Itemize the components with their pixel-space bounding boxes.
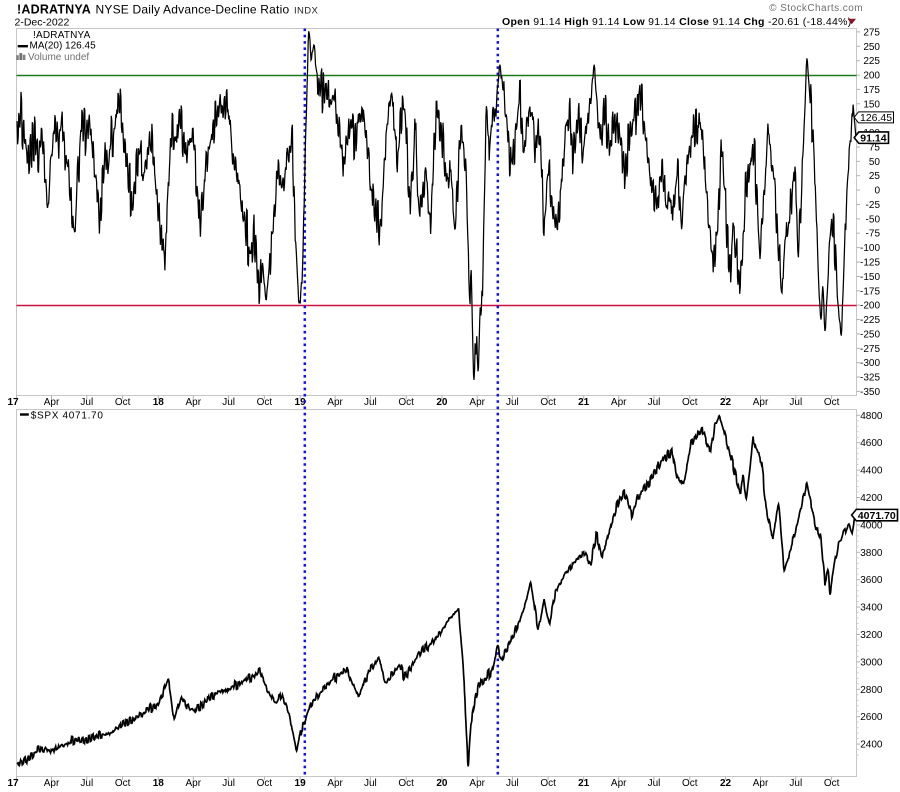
svg-text:-250: -250 xyxy=(860,329,880,340)
svg-text:Jul: Jul xyxy=(222,778,235,789)
svg-text:21: 21 xyxy=(578,397,590,408)
svg-text:Apr: Apr xyxy=(327,397,343,408)
svg-text:Jul: Jul xyxy=(789,397,802,408)
svg-text:20: 20 xyxy=(436,778,448,789)
svg-text:Apr: Apr xyxy=(611,778,627,789)
svg-text:Jul: Jul xyxy=(80,397,93,408)
svg-text:© StockCharts.com: © StockCharts.com xyxy=(769,3,863,14)
svg-text:91.14: 91.14 xyxy=(860,132,886,144)
svg-text:Apr: Apr xyxy=(44,778,60,789)
svg-text:-125: -125 xyxy=(860,258,880,269)
svg-text:-150: -150 xyxy=(860,272,880,283)
svg-text:2400: 2400 xyxy=(860,740,883,751)
svg-text:$SPX 4071.70: $SPX 4071.70 xyxy=(31,410,104,421)
svg-text:4000: 4000 xyxy=(860,520,883,531)
svg-text:Jul: Jul xyxy=(506,778,519,789)
svg-text:-25: -25 xyxy=(866,200,881,211)
svg-text:0: 0 xyxy=(874,186,880,197)
svg-text:4400: 4400 xyxy=(860,466,883,477)
svg-text:2600: 2600 xyxy=(860,712,883,723)
svg-text:3400: 3400 xyxy=(860,603,883,614)
svg-text:4800: 4800 xyxy=(860,411,883,422)
svg-text:275: 275 xyxy=(863,27,880,38)
svg-text:Jul: Jul xyxy=(364,778,377,789)
svg-text:2800: 2800 xyxy=(860,685,883,696)
svg-text:Apr: Apr xyxy=(44,397,60,408)
svg-text:Apr: Apr xyxy=(469,778,485,789)
svg-text:!ADRATNYA: !ADRATNYA xyxy=(33,30,91,41)
svg-text:-175: -175 xyxy=(860,286,880,297)
svg-text:3800: 3800 xyxy=(860,548,883,559)
svg-text:20: 20 xyxy=(436,397,448,408)
svg-text:250: 250 xyxy=(863,42,880,53)
svg-text:-300: -300 xyxy=(860,358,880,369)
svg-text:Jul: Jul xyxy=(648,778,661,789)
svg-text:Oct: Oct xyxy=(682,397,698,408)
svg-text:Apr: Apr xyxy=(753,778,769,789)
svg-text:Jul: Jul xyxy=(222,397,235,408)
svg-text:2-Dec-2022: 2-Dec-2022 xyxy=(15,17,70,29)
svg-text:Apr: Apr xyxy=(186,778,202,789)
svg-text:17: 17 xyxy=(7,397,19,408)
svg-text:25: 25 xyxy=(869,171,881,182)
svg-text:21: 21 xyxy=(578,778,590,789)
svg-text:Open 91.14 High 91.14 Low 91.1: Open 91.14 High 91.14 Low 91.14 Close 91… xyxy=(502,16,852,28)
svg-text:Jul: Jul xyxy=(789,778,802,789)
svg-text:Oct: Oct xyxy=(398,397,414,408)
svg-text:3000: 3000 xyxy=(860,657,883,668)
svg-text:3200: 3200 xyxy=(860,630,883,641)
svg-text:Jul: Jul xyxy=(506,397,519,408)
svg-text:18: 18 xyxy=(153,778,165,789)
svg-text:Apr: Apr xyxy=(327,778,343,789)
svg-text:19: 19 xyxy=(295,397,307,408)
svg-text:-325: -325 xyxy=(860,373,880,384)
svg-text:Oct: Oct xyxy=(540,397,556,408)
svg-text:Apr: Apr xyxy=(753,397,769,408)
svg-text:Oct: Oct xyxy=(682,778,698,789)
svg-text:Oct: Oct xyxy=(540,778,556,789)
svg-text:75: 75 xyxy=(869,143,881,154)
svg-text:Jul: Jul xyxy=(80,778,93,789)
svg-text:-100: -100 xyxy=(860,243,880,254)
svg-text:4071.70: 4071.70 xyxy=(858,510,896,522)
svg-text:Oct: Oct xyxy=(115,397,131,408)
svg-text:MA(20) 126.45: MA(20) 126.45 xyxy=(30,41,97,52)
svg-text:4600: 4600 xyxy=(860,438,883,449)
svg-text:4200: 4200 xyxy=(860,493,883,504)
svg-text:-200: -200 xyxy=(860,301,880,312)
svg-text:-275: -275 xyxy=(860,344,880,355)
svg-text:Oct: Oct xyxy=(824,778,840,789)
svg-text:Oct: Oct xyxy=(257,397,273,408)
svg-text:150: 150 xyxy=(863,99,880,110)
svg-text:225: 225 xyxy=(863,56,880,67)
svg-text:Jul: Jul xyxy=(364,397,377,408)
svg-text:-50: -50 xyxy=(866,214,881,225)
svg-text:-225: -225 xyxy=(860,315,880,326)
svg-text:18: 18 xyxy=(153,397,165,408)
svg-text:Oct: Oct xyxy=(824,397,840,408)
svg-text:Apr: Apr xyxy=(611,397,627,408)
svg-text:22: 22 xyxy=(720,778,732,789)
svg-text:19: 19 xyxy=(295,778,307,789)
svg-text:Oct: Oct xyxy=(257,778,273,789)
svg-text:Volume undef: Volume undef xyxy=(28,52,89,63)
svg-text:Oct: Oct xyxy=(115,778,131,789)
svg-text:22: 22 xyxy=(720,397,732,408)
svg-text:200: 200 xyxy=(863,71,880,82)
svg-text:Jul: Jul xyxy=(648,397,661,408)
svg-text:175: 175 xyxy=(863,85,880,96)
svg-text:-75: -75 xyxy=(866,229,881,240)
svg-text:Apr: Apr xyxy=(186,397,202,408)
svg-text:Apr: Apr xyxy=(469,397,485,408)
svg-text:INDX: INDX xyxy=(294,6,319,17)
svg-text:126.45: 126.45 xyxy=(860,112,892,124)
svg-text:NYSE Daily Advance-Decline Rat: NYSE Daily Advance-Decline Ratio xyxy=(96,3,290,17)
svg-text:3600: 3600 xyxy=(860,575,883,586)
svg-text:17: 17 xyxy=(7,778,19,789)
svg-text:!ADRATNYA: !ADRATNYA xyxy=(17,3,91,17)
svg-text:-350: -350 xyxy=(860,387,880,398)
svg-text:50: 50 xyxy=(869,157,881,168)
svg-text:Oct: Oct xyxy=(398,778,414,789)
